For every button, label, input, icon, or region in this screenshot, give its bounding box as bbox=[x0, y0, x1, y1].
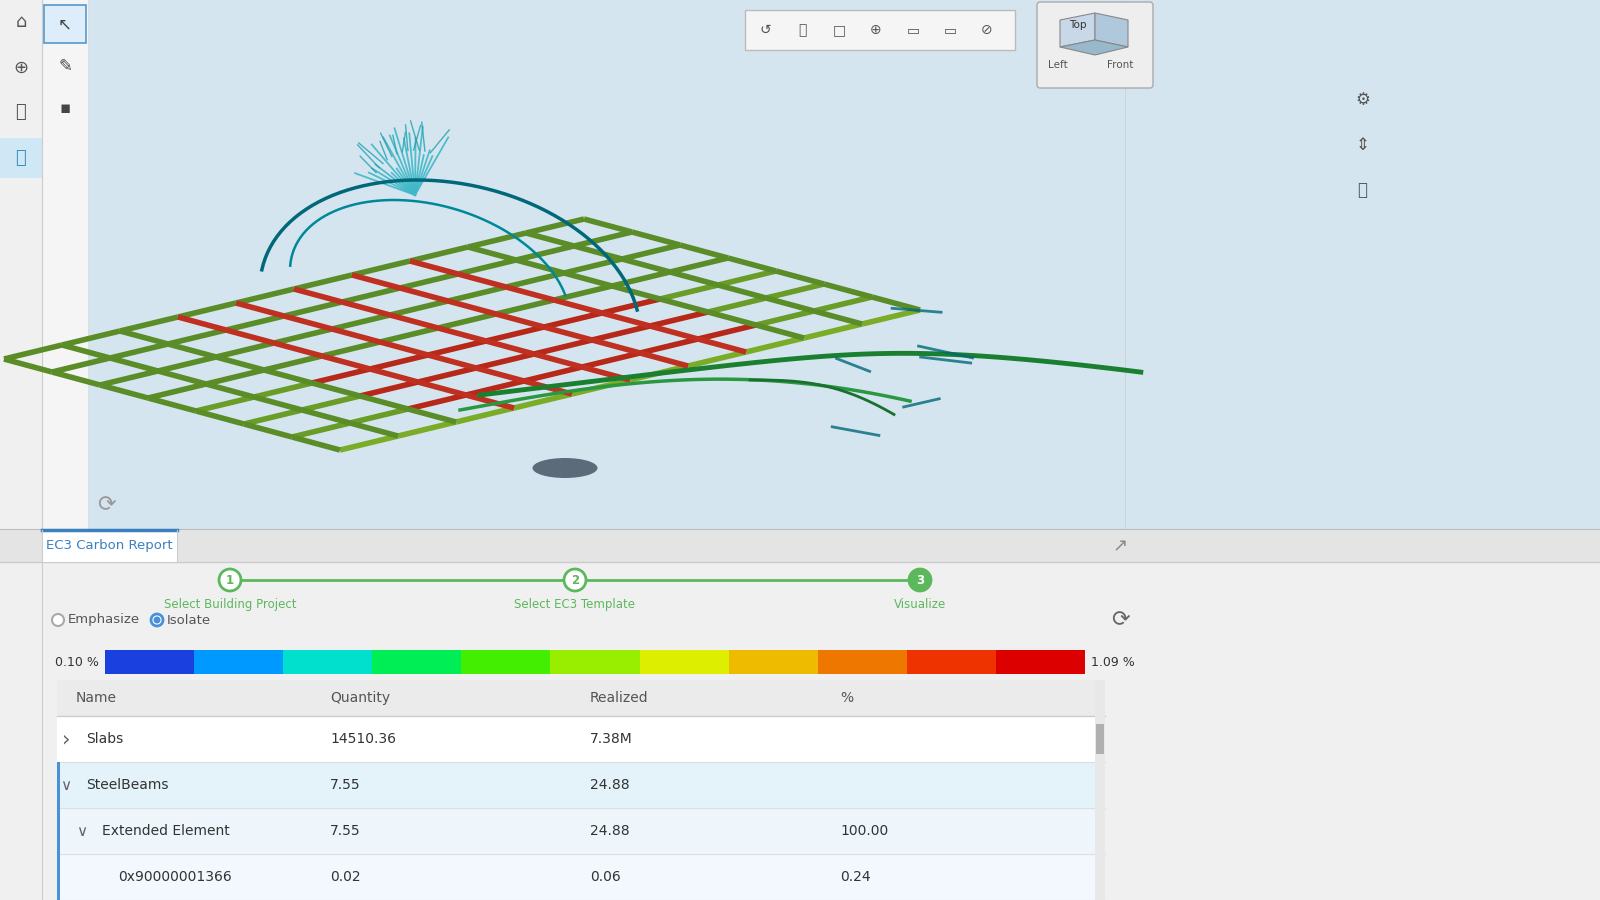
Circle shape bbox=[154, 616, 160, 624]
Text: 🏢: 🏢 bbox=[16, 149, 26, 167]
Bar bbox=[58, 808, 1106, 854]
Bar bbox=[58, 762, 61, 808]
Bar bbox=[907, 650, 995, 674]
Bar bbox=[640, 650, 728, 674]
Text: ⊘: ⊘ bbox=[981, 23, 994, 37]
Bar bbox=[1125, 0, 1600, 530]
Text: ›: › bbox=[62, 729, 70, 749]
Text: 1.09 %: 1.09 % bbox=[1091, 655, 1134, 669]
Bar bbox=[461, 650, 550, 674]
Text: 100.00: 100.00 bbox=[840, 824, 888, 838]
Text: Isolate: Isolate bbox=[166, 614, 211, 626]
Text: Emphasize: Emphasize bbox=[67, 614, 141, 626]
Text: ↺: ↺ bbox=[758, 23, 771, 37]
Circle shape bbox=[909, 569, 931, 591]
Text: Select Building Project: Select Building Project bbox=[163, 598, 296, 611]
Bar bbox=[373, 650, 461, 674]
Text: ✋: ✋ bbox=[798, 23, 806, 37]
Text: 0.24: 0.24 bbox=[840, 870, 870, 884]
Text: 0.02: 0.02 bbox=[330, 870, 360, 884]
Bar bbox=[746, 10, 1014, 50]
Bar bbox=[58, 680, 1106, 900]
Text: Top: Top bbox=[1069, 20, 1086, 30]
Text: ∨: ∨ bbox=[77, 824, 88, 839]
Text: Slabs: Slabs bbox=[86, 732, 123, 746]
Circle shape bbox=[51, 614, 64, 626]
Text: ⊕: ⊕ bbox=[13, 59, 29, 77]
Text: ↗: ↗ bbox=[1112, 537, 1128, 555]
Text: Select EC3 Template: Select EC3 Template bbox=[515, 598, 635, 611]
Text: ⇕: ⇕ bbox=[1355, 136, 1370, 154]
Text: ↖: ↖ bbox=[58, 15, 72, 33]
Bar bbox=[58, 762, 1106, 808]
Bar bbox=[728, 650, 818, 674]
Text: 📋: 📋 bbox=[16, 103, 26, 121]
Bar bbox=[58, 854, 1106, 900]
Text: □: □ bbox=[832, 23, 845, 37]
Text: 0.10 %: 0.10 % bbox=[54, 655, 99, 669]
Text: 7.55: 7.55 bbox=[330, 778, 360, 792]
Ellipse shape bbox=[533, 458, 597, 478]
Text: Front: Front bbox=[1107, 60, 1133, 70]
Text: 14510.36: 14510.36 bbox=[330, 732, 397, 746]
Bar bbox=[1096, 724, 1104, 754]
Bar bbox=[818, 650, 907, 674]
Text: Quantity: Quantity bbox=[330, 691, 390, 705]
Text: EC3 Carbon Report: EC3 Carbon Report bbox=[46, 539, 173, 553]
Bar bbox=[58, 680, 1106, 716]
Text: 7.38M: 7.38M bbox=[590, 732, 632, 746]
Text: ⊕: ⊕ bbox=[870, 23, 882, 37]
Bar bbox=[550, 650, 640, 674]
Bar bbox=[995, 650, 1085, 674]
Polygon shape bbox=[1094, 13, 1128, 47]
Text: 0.06: 0.06 bbox=[590, 870, 621, 884]
Text: Left: Left bbox=[1048, 60, 1067, 70]
Text: 🎥: 🎥 bbox=[1357, 181, 1368, 199]
Circle shape bbox=[563, 569, 586, 591]
Text: ▭: ▭ bbox=[944, 23, 957, 37]
Text: ⌂: ⌂ bbox=[16, 13, 27, 31]
Text: 24.88: 24.88 bbox=[590, 824, 630, 838]
Bar bbox=[0, 138, 42, 178]
Bar bbox=[88, 0, 1125, 530]
Bar bbox=[0, 0, 42, 900]
Bar bbox=[58, 808, 61, 854]
Bar bbox=[58, 716, 1106, 762]
Text: ⟳: ⟳ bbox=[96, 495, 115, 515]
Circle shape bbox=[150, 614, 163, 626]
Bar bbox=[45, 5, 86, 43]
Text: 24.88: 24.88 bbox=[590, 778, 630, 792]
Text: ∨: ∨ bbox=[61, 778, 72, 793]
Text: %: % bbox=[840, 691, 853, 705]
Text: ▪: ▪ bbox=[59, 99, 70, 117]
Bar bbox=[42, 0, 88, 530]
Text: Realized: Realized bbox=[590, 691, 648, 705]
Text: ✎: ✎ bbox=[58, 57, 72, 75]
Bar bbox=[106, 650, 194, 674]
Bar bbox=[42, 530, 178, 562]
Text: SteelBeams: SteelBeams bbox=[86, 778, 168, 792]
Text: ⟳: ⟳ bbox=[1110, 610, 1130, 630]
Circle shape bbox=[219, 569, 242, 591]
Polygon shape bbox=[1059, 13, 1094, 47]
Text: 0x90000001366: 0x90000001366 bbox=[118, 870, 232, 884]
Text: ⚙: ⚙ bbox=[1355, 91, 1370, 109]
Text: 7.55: 7.55 bbox=[330, 824, 360, 838]
Text: 2: 2 bbox=[571, 573, 579, 587]
Text: Name: Name bbox=[77, 691, 117, 705]
FancyBboxPatch shape bbox=[1037, 2, 1154, 88]
Text: Extended Element: Extended Element bbox=[102, 824, 230, 838]
Bar bbox=[1094, 680, 1106, 900]
Bar bbox=[0, 530, 1600, 900]
Bar bbox=[283, 650, 373, 674]
Text: 1: 1 bbox=[226, 573, 234, 587]
Polygon shape bbox=[1059, 40, 1128, 55]
Text: 3: 3 bbox=[915, 573, 925, 587]
Bar bbox=[0, 530, 1600, 562]
Text: ▭: ▭ bbox=[907, 23, 920, 37]
Bar bbox=[194, 650, 283, 674]
Bar bbox=[58, 854, 61, 900]
Text: Visualize: Visualize bbox=[894, 598, 946, 611]
